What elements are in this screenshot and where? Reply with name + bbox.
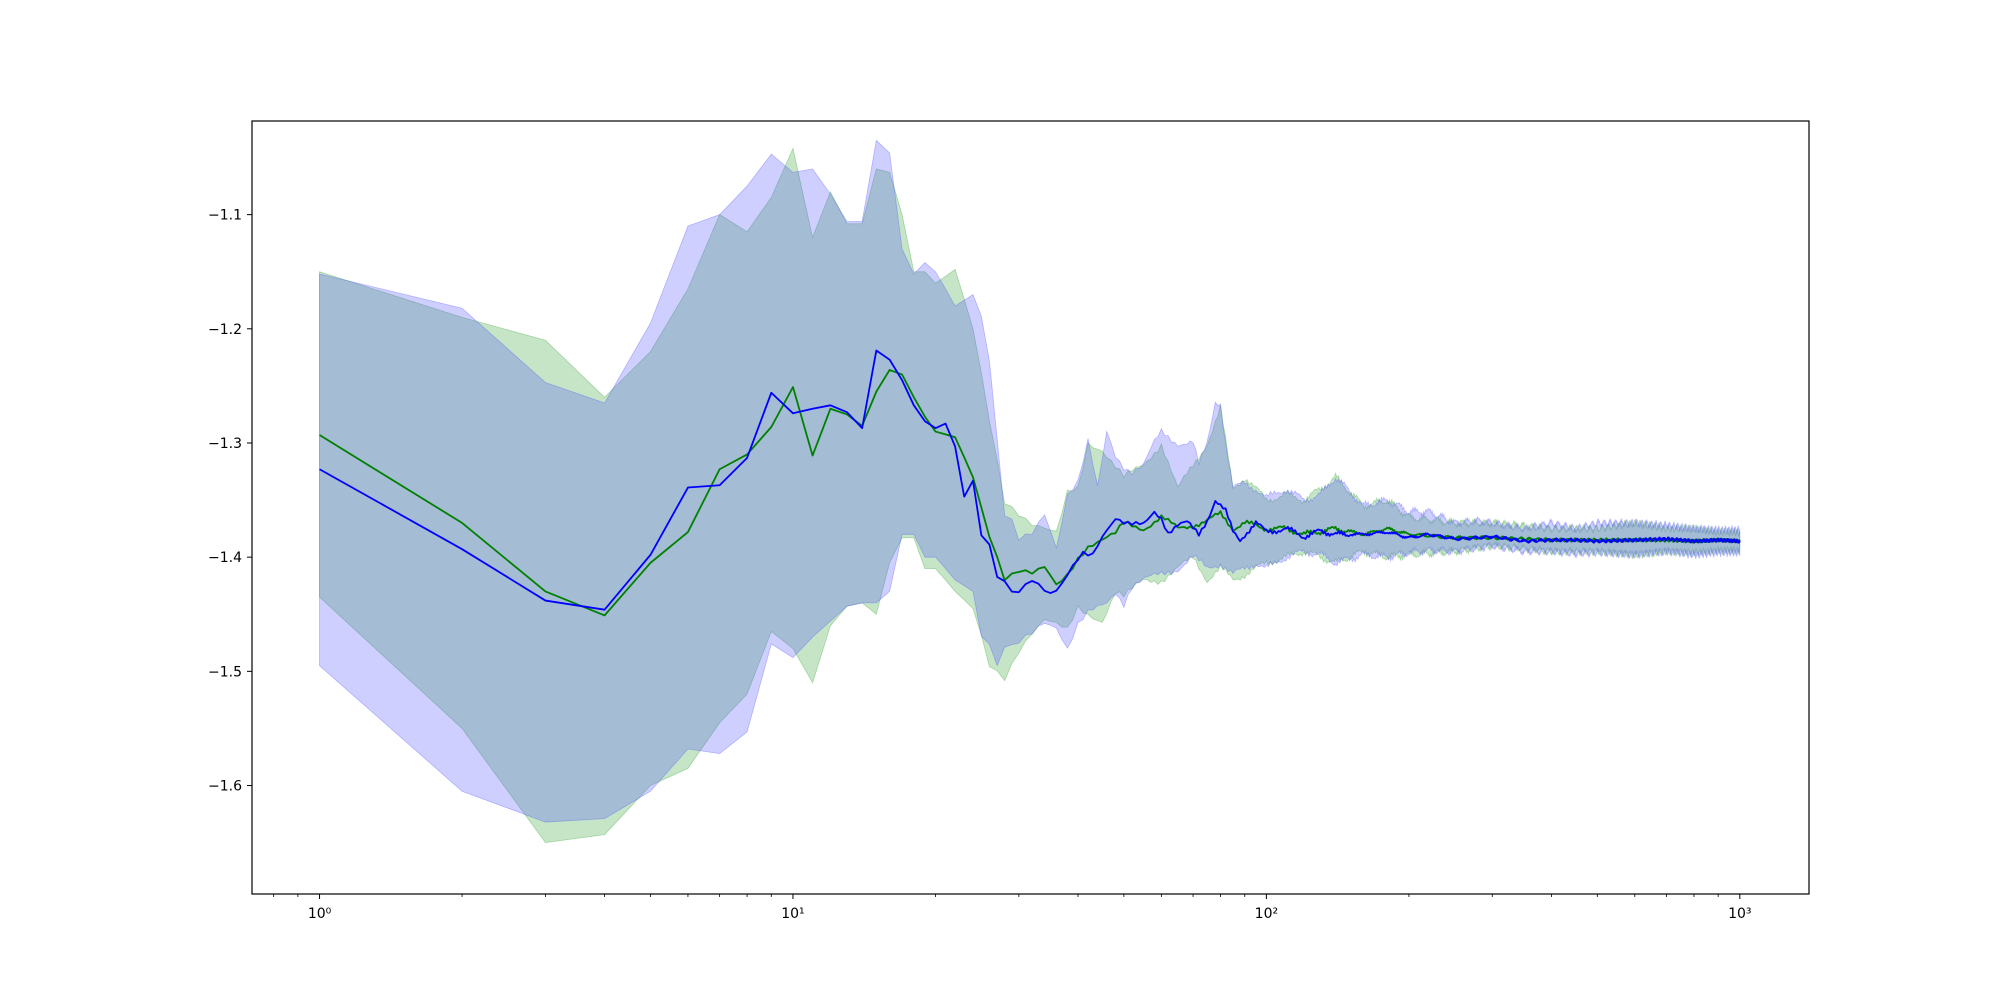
- y-tick-label: −1.1: [208, 208, 242, 224]
- y-tick-label: −1.6: [208, 779, 242, 795]
- series-1-band: [319, 147, 1741, 844]
- series-2-line: [319, 349, 1741, 611]
- y-tick-label: −1.4: [208, 550, 242, 566]
- series-lines: [319, 349, 1741, 617]
- x-tick-label: 10²: [1255, 906, 1278, 922]
- x-axis: 10⁰ 10¹ 10² 10³: [273, 894, 1752, 922]
- x-tick-label: 10⁰: [308, 906, 332, 922]
- plot-area-frame: [251, 120, 1810, 895]
- y-tick-label: −1.3: [208, 436, 242, 452]
- x-tick-label: 10³: [1728, 906, 1751, 922]
- confidence-bands: [319, 139, 1741, 844]
- y-tick-label: −1.2: [208, 322, 242, 338]
- y-axis: −1.1 −1.2 −1.3 −1.4 −1.5 −1.6: [208, 208, 252, 795]
- y-tick-label: −1.5: [208, 664, 242, 680]
- x-tick-label: 10¹: [781, 906, 804, 922]
- series-2-band: [319, 139, 1741, 823]
